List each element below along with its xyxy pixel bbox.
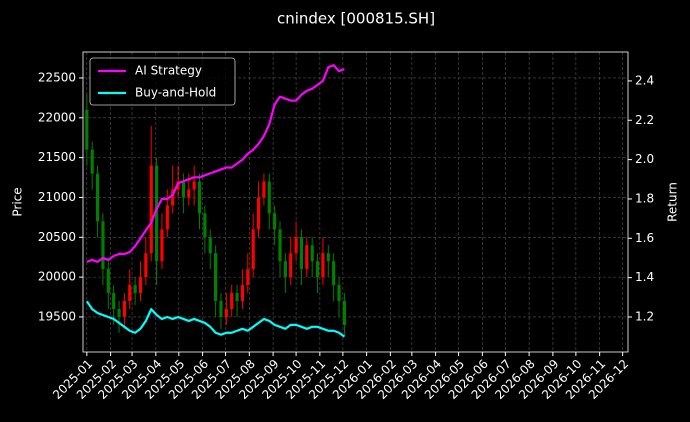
candle-body	[144, 253, 148, 278]
candle-body	[138, 277, 143, 294]
series-line	[85, 300, 346, 338]
candle-body	[197, 181, 202, 214]
candle-body	[154, 165, 159, 262]
y-tick-label: 21000	[38, 190, 76, 204]
y2-axis-label: Return	[666, 182, 680, 222]
candle-body	[326, 253, 330, 262]
candle-body	[149, 165, 153, 254]
candle-body	[262, 181, 266, 198]
candle-body	[192, 181, 196, 190]
candle-body	[160, 229, 164, 262]
candle-body	[181, 181, 186, 198]
candle-body	[283, 261, 287, 278]
candle-body	[321, 253, 325, 278]
candle-body	[165, 205, 169, 230]
candle-body	[101, 221, 105, 270]
candle-body	[187, 189, 191, 198]
candle-body	[332, 261, 336, 286]
series-line	[86, 64, 345, 264]
candle-body	[214, 253, 218, 302]
y-tick-label: 22000	[38, 110, 76, 124]
y2-tick-label: 2.2	[635, 113, 654, 127]
candle-body	[219, 301, 223, 317]
candle-body	[305, 245, 309, 270]
candle-body	[85, 109, 89, 150]
y-tick-label: 19500	[38, 309, 76, 323]
y-axis-label: Price	[11, 187, 25, 216]
candle-body	[95, 173, 100, 222]
candle-body	[235, 293, 239, 302]
candle-body	[251, 229, 255, 270]
candle-body	[246, 269, 250, 286]
y2-tick-label: 1.4	[635, 270, 654, 284]
candle-body	[171, 189, 175, 206]
candle-body	[342, 301, 346, 325]
y2-tick-label: 1.8	[635, 191, 654, 205]
candle-body	[289, 253, 293, 278]
candle-body	[117, 308, 121, 317]
candle-body	[315, 261, 320, 278]
chart-title: cnindex [000815.SH]	[277, 10, 435, 28]
candle-body	[128, 285, 132, 302]
candle-body	[337, 285, 341, 302]
legend-box	[89, 57, 236, 106]
candle-body	[224, 308, 228, 317]
candle-body	[203, 213, 207, 238]
candle-body	[310, 245, 314, 262]
candle-body	[273, 213, 277, 230]
y-tick-label: 21500	[38, 150, 76, 164]
candle-body	[267, 181, 271, 214]
candle-body	[208, 237, 212, 254]
candle-body	[230, 293, 234, 309]
y2-tick-label: 2.0	[635, 152, 654, 166]
y2-tick-label: 2.4	[635, 73, 654, 87]
candle-body	[278, 229, 282, 262]
candle-body	[294, 237, 298, 254]
candle-body	[90, 149, 94, 174]
y-tick-label: 20500	[38, 230, 76, 244]
y2-tick-label: 1.6	[635, 231, 654, 245]
candle-body	[256, 197, 261, 230]
legend-label: Buy-and-Hold	[135, 86, 216, 100]
candle-body	[299, 237, 304, 270]
legend-label: AI Strategy	[135, 64, 202, 78]
candle-body	[106, 269, 110, 294]
y-tick-label: 22500	[38, 70, 76, 84]
plot-frame	[82, 51, 629, 353]
candle-body	[112, 293, 116, 309]
y-tick-label: 20000	[38, 270, 76, 284]
candle-body	[240, 285, 245, 302]
y2-tick-label: 1.2	[635, 309, 654, 323]
candle-body	[133, 285, 137, 294]
candle-body	[122, 301, 126, 317]
